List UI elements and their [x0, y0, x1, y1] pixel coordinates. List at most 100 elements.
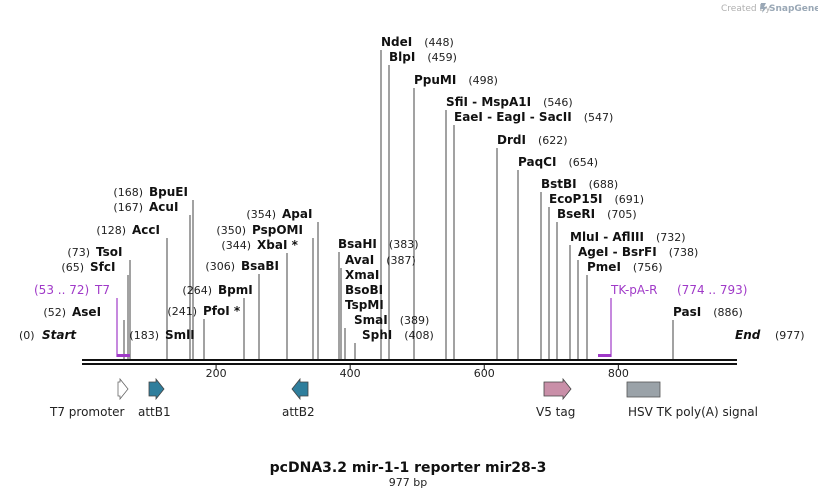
primer-t7: (53 .. 72) T7 [34, 283, 130, 357]
site-position: (387) [395, 284, 425, 297]
site-name: PpuMI [414, 73, 456, 87]
site-smli: SmlI (183) [129, 328, 194, 342]
site-position: (688) [589, 178, 619, 191]
site-name: XmaI [345, 268, 379, 282]
backbone-top-strand [82, 359, 737, 361]
feature-attb2: attB2 [282, 377, 315, 419]
site-name: AgeI - BsrFI [578, 245, 657, 259]
credit-brand: SnapGene [769, 4, 818, 14]
site-pmei: PmeI (756) [587, 260, 663, 274]
primers: (53 .. 72) T7 TK-pA-R (774 .. 793) [34, 283, 747, 357]
site-pspomi: PspOMI (350) [216, 223, 303, 237]
site-stems [123, 50, 674, 359]
site-eaei-eagi-sacii: EaeI - EagI - SacII (547) [454, 110, 613, 124]
site-blpi: BlpI (459) [389, 50, 457, 64]
site-position: (756) [633, 261, 663, 274]
tick-label: 800 [608, 367, 629, 380]
site-name: BlpI [389, 50, 415, 64]
map-length: 977 bp [389, 476, 427, 489]
end-labels: (0) Start End (977) [19, 328, 805, 342]
site-position: (387) [391, 269, 421, 282]
site-tsoi: TsoI (73) [67, 245, 122, 259]
site-position: (705) [607, 208, 637, 221]
site-bsabi: BsaBI (306) [205, 259, 279, 273]
start-label: Start [42, 328, 77, 342]
primer-range: (774 .. 793) [677, 283, 747, 297]
site-name: TsoI [96, 245, 122, 259]
site-position: (183) [129, 329, 159, 342]
site-name: AseI [72, 305, 101, 319]
site-ppumi: PpuMI (498) [414, 73, 498, 87]
site-bseri: BseRI (705) [557, 207, 637, 221]
site-bsahi: BsaHI (383) [338, 237, 419, 251]
end-position: (977) [775, 329, 805, 342]
snapgene-logo-icon [760, 3, 767, 13]
site-position: (546) [543, 96, 573, 109]
site-position: (383) [389, 238, 419, 251]
feature-label: attB2 [282, 405, 315, 419]
site-position: (168) [113, 186, 143, 199]
feature-label: HSV TK poly(A) signal [628, 405, 758, 419]
site-name: DrdI [497, 133, 526, 147]
feature-arrow-left [291, 377, 309, 401]
feature-t7-promoter: T7 promoter [49, 377, 129, 419]
primer-bar [117, 354, 130, 357]
site-acci: AccI (128) [96, 223, 160, 237]
site-position: (350) [216, 224, 246, 237]
site-name: PspOMI [252, 223, 303, 237]
site-apai: ApaI (354) [246, 207, 312, 221]
site-name: BseRI [557, 207, 595, 221]
site-name: SfiI - MspA1I [446, 95, 531, 109]
site-pfoi: PfoI * (241) [167, 304, 240, 318]
credit-prefix: Created by [721, 4, 771, 14]
site-position: (408) [404, 329, 434, 342]
site-sphi: SphI (408) [362, 328, 434, 342]
site-sfci: SfcI (65) [61, 260, 115, 274]
site-position: (264) [182, 284, 212, 297]
site-position: (738) [669, 246, 699, 259]
primer-range: (53 .. 72) [34, 283, 89, 297]
site-name: PasI [673, 305, 701, 319]
site-bsobi: BsoBI (387) [345, 283, 425, 297]
backbone [82, 359, 737, 365]
site-tspmi: TspMI (387) [345, 298, 384, 312]
site-position: (459) [427, 51, 457, 64]
site-name: TspMI [345, 298, 384, 312]
site-name: PfoI * [203, 304, 241, 318]
site-avai: AvaI (387) [345, 253, 416, 267]
site-position: (354) [246, 208, 276, 221]
site-position: (732) [656, 231, 686, 244]
features: T7 promoter attB1 attB2 V5 tag HSV TK poly(A… [49, 377, 758, 419]
feature-arrow-right [117, 377, 129, 401]
site-ndei: NdeI (448) [381, 35, 454, 49]
site-name: AcuI [149, 200, 178, 214]
site-name: PmeI [587, 260, 621, 274]
site-position: (448) [424, 36, 454, 49]
feature-arrow-right [148, 377, 165, 401]
site-position: (52) [43, 306, 66, 319]
feature-label: T7 promoter [49, 405, 125, 419]
primer-name: T7 [94, 283, 110, 297]
tick-label: 400 [340, 367, 361, 380]
primer-name: TK-pA-R [610, 283, 658, 297]
feature-arrow-right [543, 377, 572, 401]
site-sfii-mspa1i: SfiI - MspA1I (546) [446, 95, 573, 109]
site-name: AvaI [345, 253, 374, 267]
site-position: (654) [568, 156, 598, 169]
site-mlui-afliii: MluI - AflIII (732) [570, 230, 686, 244]
site-name: PaqCI [518, 155, 556, 169]
feature-attb1: attB1 [138, 377, 171, 419]
site-position: (128) [96, 224, 126, 237]
primer-bar [598, 354, 611, 357]
site-acui: AcuI (167) [113, 200, 178, 214]
site-name: MluI - AflIII [570, 230, 644, 244]
feature-hsv-tk-poly-a-signal: HSV TK poly(A) signal [626, 381, 758, 419]
site-name: SfcI [90, 260, 115, 274]
site-xbai: XbaI * (344) [221, 238, 298, 252]
site-name: BpmI [218, 283, 253, 297]
feature-v5-tag: V5 tag [536, 377, 575, 419]
feature-label: attB1 [138, 405, 171, 419]
site-bpmi: BpmI (264) [182, 283, 252, 297]
site-position: (241) [167, 305, 197, 318]
